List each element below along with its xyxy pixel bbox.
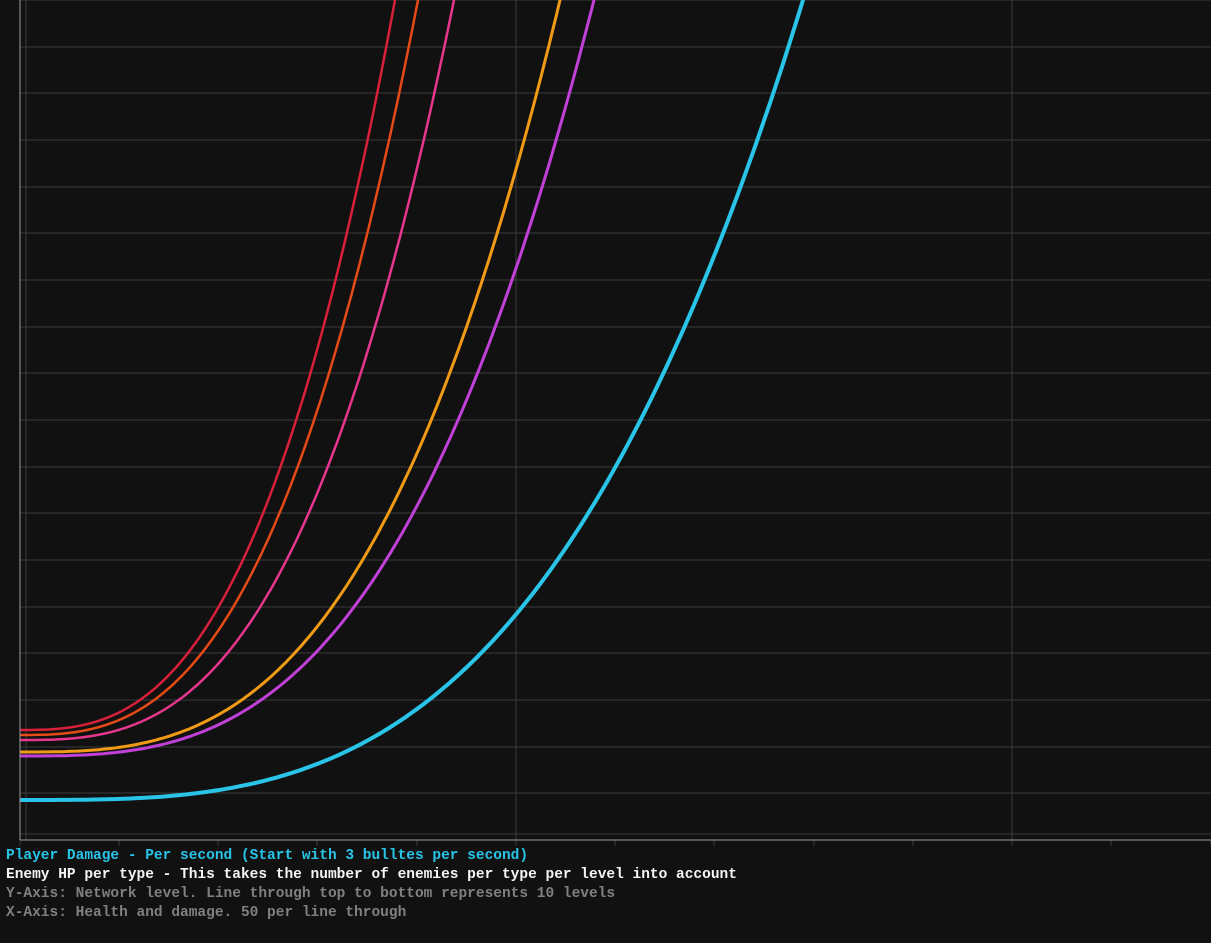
chart-container: Player Damage - Per second (Start with 3… — [0, 0, 1211, 943]
curve-pink — [20, 0, 563, 740]
curve-orange — [20, 0, 695, 752]
caption-enemy-hp: Enemy HP per type - This takes the numbe… — [6, 866, 737, 884]
curve-magenta — [20, 0, 738, 756]
curve-orange-red — [20, 0, 518, 735]
chart-svg — [0, 0, 1211, 943]
curve-cyan — [20, 0, 999, 800]
caption-x-axis: X-Axis: Health and damage. 50 per line t… — [6, 904, 406, 922]
curve-crimson — [20, 0, 489, 730]
caption-player-damage: Player Damage - Per second (Start with 3… — [6, 847, 528, 865]
caption-y-axis: Y-Axis: Network level. Line through top … — [6, 885, 615, 903]
